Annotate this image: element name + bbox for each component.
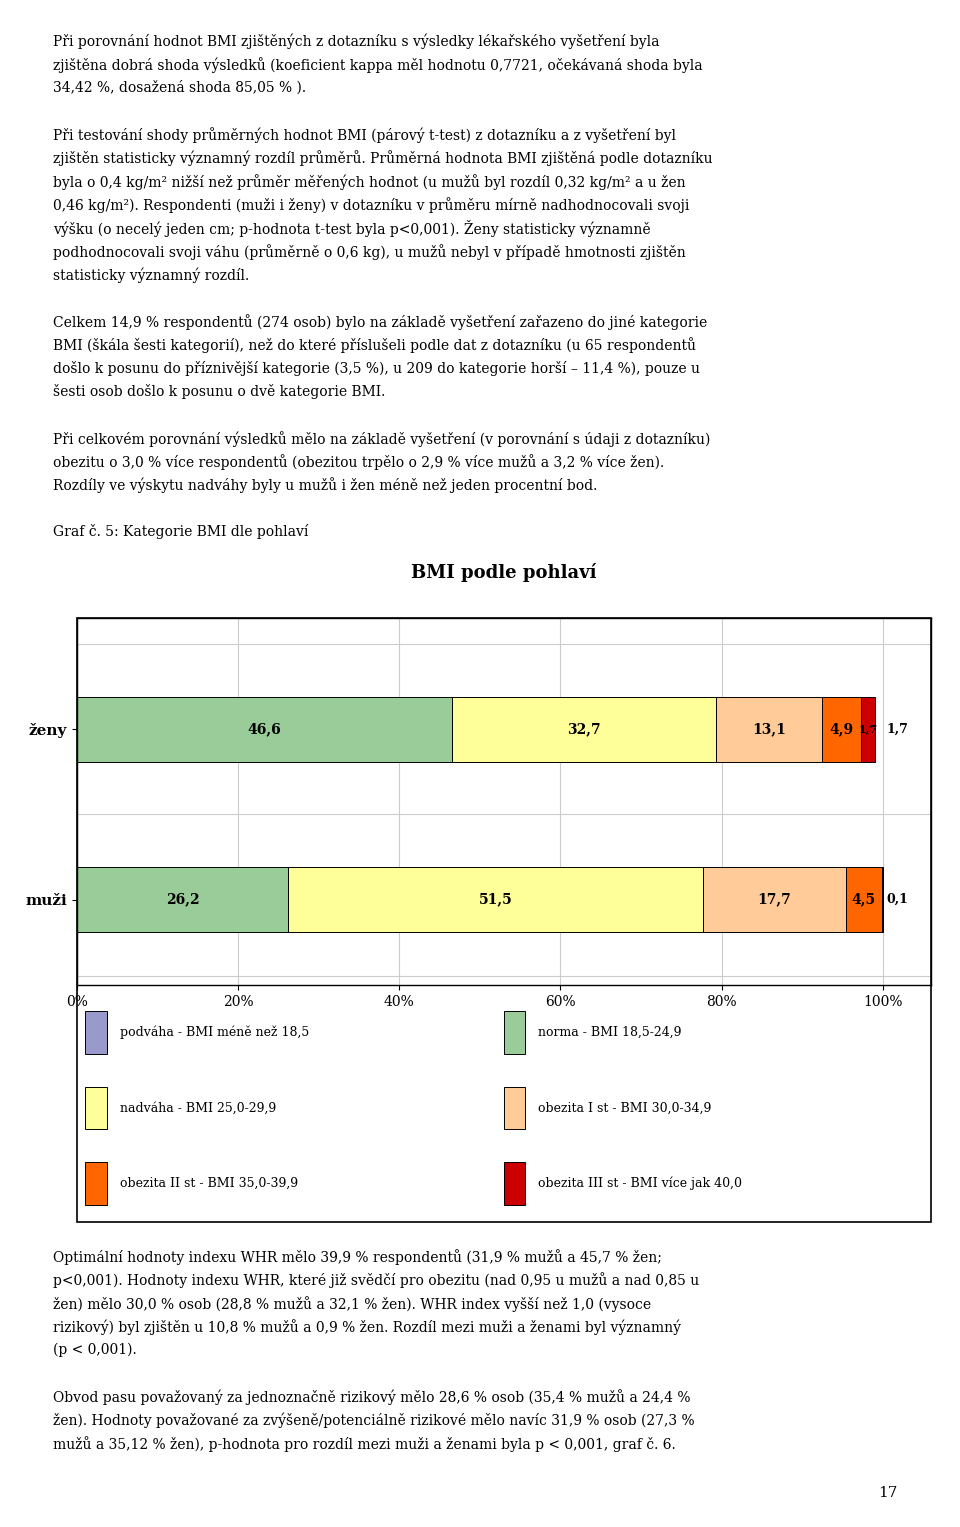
Text: Obvod pasu považovaný za jednoznačně rizikový mělo 28,6 % osob (35,4 % mužů a 24: Obvod pasu považovaný za jednoznačně riz… bbox=[53, 1390, 690, 1405]
Text: došlo k posunu do příznivější kategorie (3,5 %), u 209 do kategorie horší – 11,4: došlo k posunu do příznivější kategorie … bbox=[53, 360, 700, 376]
Text: norma - BMI 18,5-24,9: norma - BMI 18,5-24,9 bbox=[539, 1026, 682, 1038]
Text: byla o 0,4 kg/m² nižší než průměr měřených hodnot (u mužů byl rozdíl 0,32 kg/m² : byla o 0,4 kg/m² nižší než průměr měřený… bbox=[53, 174, 685, 189]
Text: Optimální hodnoty indexu WHR mělo 39,9 % respondentů (31,9 % mužů a 45,7 % žen;: Optimální hodnoty indexu WHR mělo 39,9 %… bbox=[53, 1249, 661, 1264]
Text: podhodnocovali svoji váhu (průměrně o 0,6 kg), u mužů nebyl v případě hmotnosti : podhodnocovali svoji váhu (průměrně o 0,… bbox=[53, 244, 685, 260]
Bar bbox=[504, 1162, 525, 1205]
Text: rizikový) byl zjištěn u 10,8 % mužů a 0,9 % žen. Rozdíl mezi muži a ženami byl v: rizikový) byl zjištěn u 10,8 % mužů a 0,… bbox=[53, 1319, 681, 1335]
Text: šesti osob došlo k posunu o dvě kategorie BMI.: šesti osob došlo k posunu o dvě kategori… bbox=[53, 385, 385, 399]
Text: BMI podle pohlaví: BMI podle pohlaví bbox=[411, 563, 597, 582]
Text: zjištěna dobrá shoda výsledků (koeficient kappa měl hodnotu 0,7721, očekávaná sh: zjištěna dobrá shoda výsledků (koeficien… bbox=[53, 56, 703, 73]
Bar bbox=[77, 867, 288, 931]
Bar bbox=[452, 696, 716, 762]
Text: p<0,001). Hodnoty indexu WHR, které již svědčí pro obezitu (nad 0,95 u mužů a na: p<0,001). Hodnoty indexu WHR, které již … bbox=[53, 1272, 699, 1289]
Text: 13,1: 13,1 bbox=[752, 722, 785, 736]
Bar bbox=[85, 1162, 107, 1205]
Text: zjištěn statisticky významný rozdíl průměrů. Průměrná hodnota BMI zjištěná podle: zjištěn statisticky významný rozdíl prům… bbox=[53, 150, 712, 166]
Bar bbox=[85, 1011, 107, 1054]
Text: nadváha - BMI 25,0-29,9: nadváha - BMI 25,0-29,9 bbox=[119, 1101, 276, 1115]
Text: 0,46 kg/m²). Respondenti (muži i ženy) v dotazníku v průměru mírně nadhodnocoval: 0,46 kg/m²). Respondenti (muži i ženy) v… bbox=[53, 197, 689, 212]
Bar bbox=[77, 867, 80, 931]
Text: BMI (škála šesti kategorií), než do které příslušeli podle dat z dotazníku (u 65: BMI (škála šesti kategorií), než do kter… bbox=[53, 337, 696, 353]
Text: 51,5: 51,5 bbox=[479, 893, 513, 907]
Text: Rozdíly ve výskytu nadváhy byly u mužů i žen méně než jeden procentní bod.: Rozdíly ve výskytu nadváhy byly u mužů i… bbox=[53, 478, 597, 493]
Bar bbox=[85, 1087, 107, 1130]
Text: 0,1: 0,1 bbox=[887, 893, 909, 906]
Text: Při testování shody průměrných hodnot BMI (párový t-test) z dotazníku a z vyšetř: Při testování shody průměrných hodnot BM… bbox=[53, 127, 676, 144]
Text: obezita I st - BMI 30,0-34,9: obezita I st - BMI 30,0-34,9 bbox=[539, 1101, 711, 1115]
Text: obezita II st - BMI 35,0-39,9: obezita II st - BMI 35,0-39,9 bbox=[119, 1177, 298, 1190]
Text: 17,7: 17,7 bbox=[757, 893, 791, 907]
Text: Graf č. 5: Kategorie BMI dle pohlaví: Graf č. 5: Kategorie BMI dle pohlaví bbox=[53, 524, 308, 539]
Bar bbox=[504, 1011, 525, 1054]
Text: Celkem 14,9 % respondentů (274 osob) bylo na základě vyšetření zařazeno do jiné : Celkem 14,9 % respondentů (274 osob) byl… bbox=[53, 315, 708, 330]
Text: 26,2: 26,2 bbox=[165, 893, 200, 907]
Text: 34,42 %, dosažená shoda 85,05 % ).: 34,42 %, dosažená shoda 85,05 % ). bbox=[53, 81, 306, 95]
Text: 32,7: 32,7 bbox=[567, 722, 601, 736]
Text: obezita III st - BMI více jak 40,0: obezita III st - BMI více jak 40,0 bbox=[539, 1177, 742, 1191]
Bar bbox=[846, 867, 882, 931]
Bar bbox=[822, 696, 861, 762]
Text: 4,5: 4,5 bbox=[852, 893, 876, 907]
Bar bbox=[716, 696, 822, 762]
Text: Při celkovém porovnání výsledků mělo na základě vyšetření (v porovnání s údaji z: Při celkovém porovnání výsledků mělo na … bbox=[53, 431, 710, 446]
Text: 1,7: 1,7 bbox=[887, 722, 909, 736]
Text: 46,6: 46,6 bbox=[248, 722, 281, 736]
Text: výšku (o necelý jeden cm; p-hodnota t-test byla p<0,001). Ženy statisticky význa: výšku (o necelý jeden cm; p-hodnota t-te… bbox=[53, 220, 651, 238]
Text: Při porovnání hodnot BMI zjištěných z dotazníku s výsledky lékařského vyšetření : Při porovnání hodnot BMI zjištěných z do… bbox=[53, 34, 660, 49]
Text: mužů a 35,12 % žen), p-hodnota pro rozdíl mezi muži a ženami byla p < 0,001, gra: mužů a 35,12 % žen), p-hodnota pro rozdí… bbox=[53, 1435, 676, 1452]
Bar bbox=[703, 867, 846, 931]
Text: 1,7: 1,7 bbox=[858, 724, 877, 734]
Bar bbox=[504, 1087, 525, 1130]
Bar bbox=[77, 696, 452, 762]
Text: podváha - BMI méně než 18,5: podváha - BMI méně než 18,5 bbox=[119, 1026, 309, 1038]
Text: 4,9: 4,9 bbox=[829, 722, 853, 736]
Text: statisticky významný rozdíl.: statisticky významný rozdíl. bbox=[53, 267, 249, 282]
Text: (p < 0,001).: (p < 0,001). bbox=[53, 1342, 136, 1358]
Bar bbox=[288, 867, 703, 931]
Bar bbox=[861, 696, 875, 762]
Text: obezitu o 3,0 % více respondentů (obezitou trpělo o 2,9 % více mužů a 3,2 % více: obezitu o 3,0 % více respondentů (obezit… bbox=[53, 454, 664, 470]
Text: 17: 17 bbox=[878, 1486, 898, 1500]
Text: žen). Hodnoty považované za zvýšeně/potenciálně rizikové mělo navíc 31,9 % osob : žen). Hodnoty považované za zvýšeně/pote… bbox=[53, 1412, 694, 1428]
Text: žen) mělo 30,0 % osob (28,8 % mužů a 32,1 % žen). WHR index vyšší než 1,0 (vysoc: žen) mělo 30,0 % osob (28,8 % mužů a 32,… bbox=[53, 1296, 651, 1312]
Bar bbox=[77, 696, 80, 762]
